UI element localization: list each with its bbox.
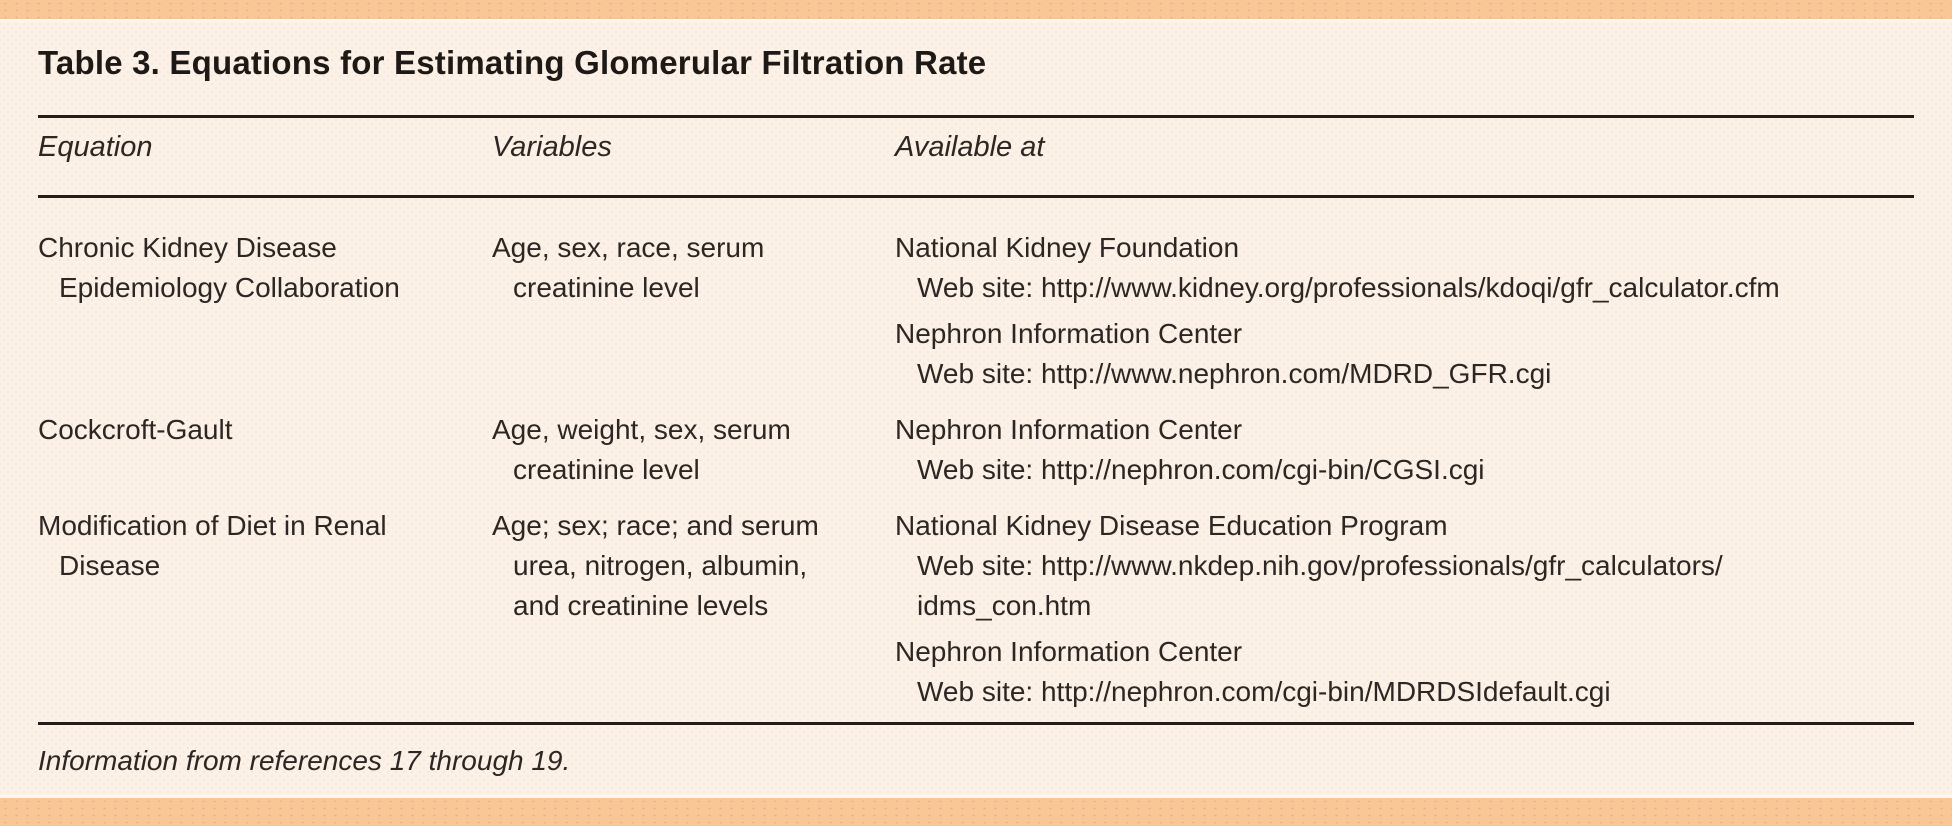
- column-header-variables: Variables: [492, 131, 612, 163]
- table-row-ckd-epi: Chronic Kidney Disease Epidemiology Coll…: [38, 228, 1914, 394]
- variables-cell: Age, weight, sex, serum creatinine level: [492, 414, 791, 485]
- footnote: Information from references 17 through 1…: [38, 745, 571, 776]
- table-title: Table 3. Equations for Estimating Glomer…: [38, 44, 987, 81]
- column-header-available-at: Available at: [895, 131, 1045, 163]
- title-rule: [38, 115, 1914, 118]
- top-border-band: [0, 0, 1952, 22]
- variables-cell: Age, sex, race, serum creatinine level: [492, 232, 765, 303]
- column-header-equation: Equation: [38, 131, 153, 163]
- bottom-border-band: [0, 795, 1952, 826]
- resource-entry: Nephron Information Center Web site: htt…: [895, 314, 1914, 394]
- resource-url: Web site: http://www.kidney.org/professi…: [917, 272, 1780, 303]
- available-at-cell: Nephron Information Center Web site: htt…: [895, 410, 1914, 490]
- resource-url: Web site: http://nephron.com/cgi-bin/MDR…: [917, 676, 1611, 707]
- table-content: Table 3. Equations for Estimating Glomer…: [38, 19, 1914, 781]
- header-rule: [38, 195, 1914, 198]
- resource-name: National Kidney Disease Education Progra…: [895, 510, 1448, 541]
- table-header-row: Equation Variables Available at: [38, 127, 1914, 167]
- resource-name: Nephron Information Center: [895, 318, 1243, 349]
- resource-entry: Nephron Information Center Web site: htt…: [895, 410, 1914, 490]
- resource-entry: National Kidney Disease Education Progra…: [895, 506, 1914, 626]
- resource-name: Nephron Information Center: [895, 414, 1243, 445]
- variables-cell: Age; sex; race; and serum urea, nitrogen…: [492, 510, 819, 621]
- table-body: Chronic Kidney Disease Epidemiology Coll…: [38, 228, 1914, 712]
- available-at-cell: National Kidney Foundation Web site: htt…: [895, 228, 1914, 394]
- resource-entry: Nephron Information Center Web site: htt…: [895, 632, 1914, 712]
- equation-cell: Chronic Kidney Disease Epidemiology Coll…: [38, 232, 400, 303]
- resource-name: Nephron Information Center: [895, 636, 1243, 667]
- equation-cell: Modification of Diet in Renal Disease: [38, 510, 387, 581]
- resource-name: National Kidney Foundation: [895, 232, 1240, 263]
- resource-url: Web site: http://nephron.com/cgi-bin/CGS…: [917, 454, 1485, 485]
- table-row-mdrd: Modification of Diet in Renal Disease Ag…: [38, 506, 1914, 712]
- equation-cell: Cockcroft-Gault: [38, 414, 233, 445]
- resource-url: Web site: http://www.nephron.com/MDRD_GF…: [917, 358, 1552, 389]
- resource-url: Web site: http://www.nkdep.nih.gov/profe…: [917, 550, 1723, 621]
- table-row-cockcroft-gault: Cockcroft-Gault Age, weight, sex, serum …: [38, 410, 1914, 490]
- resource-entry: National Kidney Foundation Web site: htt…: [895, 228, 1914, 308]
- footnote-rule: [38, 722, 1914, 725]
- available-at-cell: National Kidney Disease Education Progra…: [895, 506, 1914, 712]
